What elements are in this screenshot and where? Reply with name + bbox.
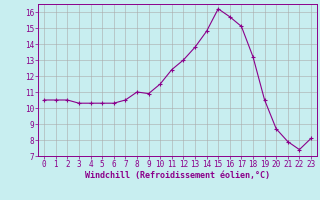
X-axis label: Windchill (Refroidissement éolien,°C): Windchill (Refroidissement éolien,°C) <box>85 171 270 180</box>
